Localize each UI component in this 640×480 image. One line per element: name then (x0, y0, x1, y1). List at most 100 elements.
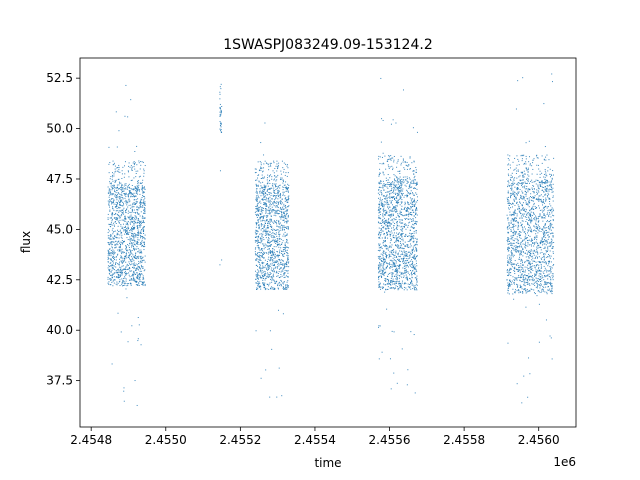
data-point (219, 170, 221, 172)
data-point (255, 260, 257, 262)
data-point (396, 258, 398, 260)
data-point (393, 287, 394, 289)
data-point (262, 271, 264, 273)
data-point (536, 248, 538, 250)
data-point (528, 206, 530, 208)
data-point (389, 358, 391, 360)
data-point (114, 194, 116, 196)
data-point (282, 225, 284, 227)
data-point (394, 184, 396, 186)
data-point (260, 182, 262, 184)
data-point (123, 207, 125, 209)
data-point (382, 172, 384, 174)
data-point (415, 243, 417, 245)
data-point (393, 184, 395, 186)
data-point (383, 259, 385, 261)
data-point (530, 209, 532, 211)
data-point (141, 199, 143, 201)
data-point (263, 193, 265, 195)
data-point (113, 201, 115, 203)
data-point (286, 251, 288, 253)
data-point (416, 281, 418, 283)
data-point (386, 278, 388, 280)
data-point (258, 275, 260, 277)
data-point (117, 269, 119, 271)
data-point (287, 220, 289, 222)
data-point (138, 324, 140, 326)
data-point (121, 242, 123, 244)
data-point (387, 233, 388, 235)
data-point (281, 280, 283, 282)
data-point (399, 197, 401, 199)
data-point (270, 198, 272, 200)
data-point (514, 182, 516, 184)
data-point (519, 250, 521, 252)
data-point (264, 192, 266, 194)
data-point (254, 251, 256, 253)
data-point (537, 243, 539, 245)
data-point (263, 167, 265, 169)
data-point (281, 243, 283, 245)
data-point (273, 235, 275, 237)
data-point (119, 197, 121, 199)
data-point (396, 176, 398, 178)
data-point (378, 232, 380, 234)
data-point (380, 77, 382, 79)
data-point (137, 317, 139, 319)
data-point (137, 218, 139, 220)
data-point (275, 234, 277, 236)
data-point (274, 229, 276, 231)
data-point (415, 269, 417, 271)
data-point (416, 270, 418, 272)
data-point (112, 274, 113, 276)
data-point (273, 270, 275, 272)
data-point (144, 261, 146, 263)
data-point (409, 192, 411, 194)
data-point (280, 273, 282, 275)
data-point (268, 285, 270, 287)
data-point (127, 185, 129, 187)
data-point (391, 276, 393, 278)
data-point (131, 230, 133, 232)
data-point (386, 266, 388, 268)
data-point (139, 202, 141, 204)
data-point (286, 187, 288, 189)
data-point (277, 164, 279, 166)
data-point (264, 267, 266, 269)
data-point (523, 163, 525, 165)
data-point (552, 208, 554, 210)
data-point (127, 341, 129, 343)
data-point (412, 248, 414, 250)
data-point (394, 287, 396, 289)
data-point (399, 196, 401, 198)
data-point (113, 199, 115, 201)
data-point (549, 229, 551, 231)
data-point (122, 272, 124, 274)
data-point (416, 239, 418, 241)
data-point (405, 210, 407, 212)
data-point (112, 257, 114, 259)
data-point (386, 195, 388, 197)
data-point (395, 240, 397, 242)
data-point (271, 262, 273, 264)
data-point (394, 219, 396, 221)
data-point (134, 243, 136, 245)
data-point (404, 269, 406, 271)
data-point (542, 261, 544, 263)
data-point (256, 222, 258, 224)
data-point (282, 249, 284, 251)
data-point (122, 211, 124, 213)
data-point (280, 227, 282, 229)
data-point (507, 248, 509, 250)
data-point (261, 240, 263, 242)
data-point (390, 214, 392, 216)
data-point (113, 173, 115, 175)
data-point (530, 231, 532, 233)
data-point (399, 284, 401, 286)
data-point (267, 174, 269, 176)
data-point (537, 216, 539, 218)
data-point (135, 273, 137, 275)
data-point (275, 192, 277, 194)
data-point (416, 240, 418, 242)
data-point (391, 251, 393, 253)
